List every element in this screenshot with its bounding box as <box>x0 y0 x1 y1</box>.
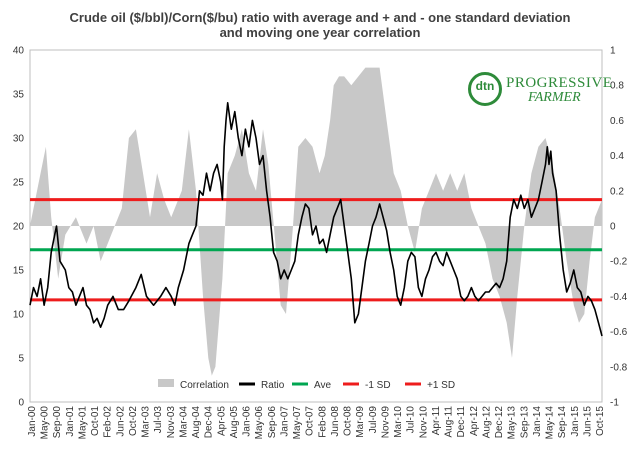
right-tick-label: 0.4 <box>610 151 624 162</box>
x-tick-label: Jan-01 <box>65 406 76 437</box>
x-tick-label: Jan-06 <box>242 406 253 437</box>
chart-subtitle: and moving one year correlation <box>219 25 421 40</box>
x-tick-label: Feb-02 <box>103 406 114 438</box>
axis-ticks: 0 5 10 15 20 25 30 35 40 -1 -0.8 -0.6 -0.4 -0.2 0 0.2 0.… <box>13 46 628 440</box>
right-tick-label: -0.4 <box>610 292 628 303</box>
x-tick-label: Jun-02 <box>115 406 126 437</box>
x-tick-label: Jan-00 <box>27 406 38 437</box>
left-tick-label: 30 <box>13 134 25 145</box>
x-tick-label: Dec-11 <box>456 406 467 438</box>
x-tick-label: Oct-15 <box>595 406 606 436</box>
x-tick-label: Aug-05 <box>229 406 240 439</box>
x-tick-label: May-00 <box>40 406 51 440</box>
x-tick-label: Oct-02 <box>128 406 139 436</box>
dtn-progressive-farmer-logo: dtn PROGRESSIVE FARMER <box>468 70 618 110</box>
legend-label: Ratio <box>261 380 285 391</box>
x-tick-label: Jan-14 <box>532 406 543 437</box>
legend-label: +1 SD <box>427 380 455 391</box>
legend-label: Ave <box>314 380 331 391</box>
left-tick-label: 35 <box>13 90 25 101</box>
right-tick-label: 0.6 <box>610 116 624 127</box>
left-tick-label: 10 <box>13 310 25 321</box>
x-tick-label: Aug-12 <box>481 406 492 439</box>
right-tick-label: 0.8 <box>610 81 624 92</box>
x-tick-label: Mar-04 <box>179 406 190 438</box>
x-tick-label: Sep-14 <box>557 406 568 439</box>
x-tick-label: Aug-11 <box>444 406 455 438</box>
left-tick-label: 20 <box>13 222 25 233</box>
left-tick-label: 5 <box>18 354 24 365</box>
legend-swatch <box>158 379 174 387</box>
x-tick-label: May-13 <box>507 406 518 440</box>
left-tick-label: 25 <box>13 178 25 189</box>
x-tick-label: Mar-03 <box>141 406 152 438</box>
right-tick-label: -0.2 <box>610 257 628 268</box>
x-tick-label: Oct-01 <box>90 406 101 436</box>
x-tick-label: Jul-09 <box>368 406 379 434</box>
x-tick-label: May-06 <box>254 406 265 440</box>
x-tick-label: Jul-10 <box>406 406 417 434</box>
x-tick-label: Jun-15 <box>582 406 593 437</box>
logo-line1: PROGRESSIVE <box>506 75 613 91</box>
x-tick-label: May-07 <box>292 406 303 440</box>
chart-title: Crude oil ($/bbl)/Corn($/bu) ratio with … <box>69 10 571 25</box>
x-tick-label: Jun-08 <box>330 406 341 437</box>
x-tick-label: Oct-07 <box>305 406 316 436</box>
x-tick-label: Aug-04 <box>191 406 202 439</box>
x-tick-label: Apr-12 <box>469 406 480 436</box>
x-tick-label: Apr-11 <box>431 406 442 436</box>
legend: Correlation Ratio Ave -1 SD +1 SD <box>158 379 455 391</box>
x-tick-label: May-14 <box>545 406 556 440</box>
left-tick-label: 40 <box>13 46 25 57</box>
x-tick-label: Jan-07 <box>279 406 290 437</box>
correlation-area <box>30 67 602 376</box>
x-tick-label: Nov-09 <box>380 406 391 439</box>
x-tick-label: Nov-10 <box>418 406 429 439</box>
x-tick-label: Dec-04 <box>204 406 215 439</box>
right-tick-label: -0.8 <box>610 362 628 373</box>
right-tick-label: -1 <box>610 398 619 409</box>
dtn-badge-icon <box>468 72 502 106</box>
x-tick-label: Jan-15 <box>570 406 581 437</box>
right-tick-label: 0.2 <box>610 186 624 197</box>
x-tick-label: Sep-13 <box>519 406 530 439</box>
ratio-line <box>29 102 603 337</box>
x-tick-label: Sep-00 <box>52 406 63 439</box>
correlation-series <box>30 67 602 376</box>
dtn-badge-text: dtn <box>475 79 495 93</box>
reference-lines <box>30 198 602 302</box>
x-tick-label: Nov-03 <box>166 406 177 439</box>
legend-label: Correlation <box>180 380 229 391</box>
x-tick-label: Apr-05 <box>216 406 227 436</box>
right-tick-label: 1 <box>610 46 616 57</box>
right-tick-label: -0.6 <box>610 327 628 338</box>
left-tick-label: 0 <box>18 398 24 409</box>
logo-line2: FARMER <box>528 90 581 105</box>
right-tick-label: 0 <box>610 222 616 233</box>
x-tick-label: Mar-09 <box>355 406 366 438</box>
x-tick-label: May-01 <box>78 406 89 440</box>
x-tick-label: Oct-08 <box>343 406 354 436</box>
x-tick-label: Jul-03 <box>153 406 164 434</box>
x-tick-label: Feb-08 <box>317 406 328 438</box>
x-tick-label: Mar-10 <box>393 406 404 438</box>
left-tick-label: 15 <box>13 266 25 277</box>
x-tick-label: Sep-06 <box>267 406 278 439</box>
ratio-series <box>29 102 603 337</box>
x-tick-label: Dec-12 <box>494 406 505 439</box>
legend-label: -1 SD <box>365 380 391 391</box>
